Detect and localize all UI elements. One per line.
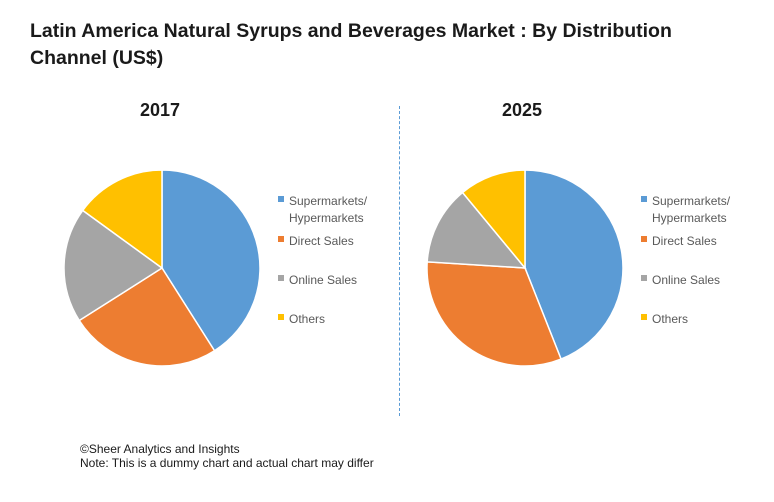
pie-slice-2017-online-sales bbox=[63, 209, 164, 322]
legend-label: Supermarkets/ Hypermarkets bbox=[652, 194, 731, 225]
pie-chart-2025 bbox=[426, 169, 624, 367]
legend-swatch bbox=[641, 236, 647, 242]
pie-slice-2025-direct-sales bbox=[426, 261, 563, 367]
legend-swatch bbox=[278, 275, 284, 281]
legend-swatch bbox=[641, 314, 647, 320]
disclaimer-note: Note: This is a dummy chart and actual c… bbox=[80, 456, 374, 470]
pie-title-2025: 2025 bbox=[501, 100, 543, 120]
pie-chart-2017 bbox=[63, 169, 261, 367]
legend-swatch bbox=[641, 196, 647, 202]
legend-label: Others bbox=[289, 312, 326, 326]
legend-swatch bbox=[278, 236, 284, 242]
legend-swatch bbox=[278, 196, 284, 202]
pie-slice-2025-supermarkets-hypermarkets bbox=[524, 169, 624, 361]
chart-title: Latin America Natural Syrups and Beverag… bbox=[30, 20, 672, 69]
legend-swatch bbox=[641, 275, 647, 281]
legend-label: Online Sales bbox=[652, 273, 721, 287]
legend-swatch bbox=[278, 314, 284, 320]
footer: ©Sheer Analytics and Insights Note: This… bbox=[80, 442, 374, 470]
pie-slice-2025-others bbox=[461, 169, 526, 271]
pie-slice-2025-online-sales bbox=[426, 191, 527, 269]
pie-slice-2017-others bbox=[81, 169, 163, 270]
legend-label: Direct Sales bbox=[652, 234, 717, 248]
chart-divider bbox=[399, 106, 400, 416]
legend-label: Direct Sales bbox=[289, 234, 354, 248]
legend-label: Online Sales bbox=[289, 273, 358, 287]
pie-title-2017: 2017 bbox=[139, 100, 181, 120]
legend-label: Others bbox=[652, 312, 689, 326]
legend-label: Supermarkets/ Hypermarkets bbox=[289, 194, 368, 225]
pie-slice-2017-direct-sales bbox=[78, 266, 216, 367]
copyright-text: ©Sheer Analytics and Insights bbox=[80, 442, 240, 456]
